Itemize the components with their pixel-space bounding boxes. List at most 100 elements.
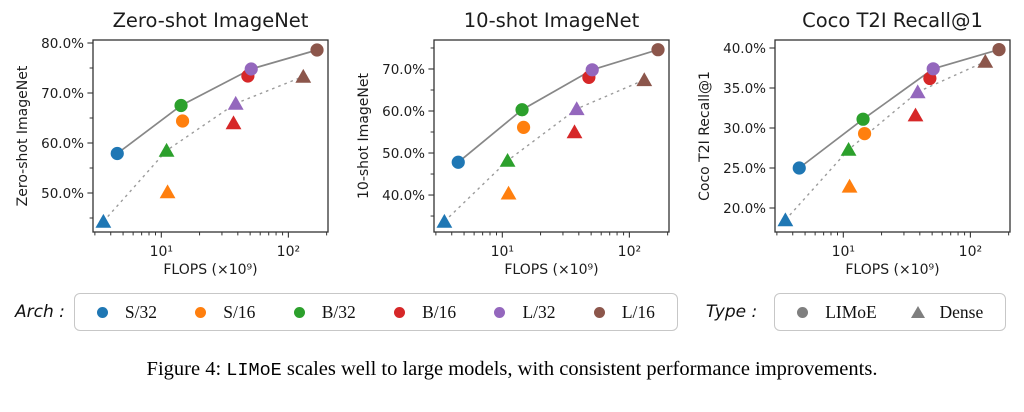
marker-limoe-l16	[992, 43, 1006, 57]
arch-legend-item-s32: S/32	[96, 302, 157, 323]
chart-canvas: 10¹ 10² 20.0% 25.0% 30.0% 35.0% 40.0% Coco T2I …	[697, 9, 1011, 278]
x-axis-label: FLOPS (×10⁹)	[845, 262, 939, 278]
chart-title: 10-shot ImageNet	[464, 9, 640, 32]
arch-legend-item-label: L/16	[621, 301, 655, 322]
y-tick-label: 50.0%	[382, 146, 425, 162]
y-axis-label: 10-shot ImageNet	[356, 73, 372, 199]
arch-legend-item-l32: L/32	[494, 301, 556, 323]
marker-dense-l32	[568, 101, 585, 116]
arch-legend-item-label: S/16	[223, 301, 256, 322]
caption-prefix: Figure 4:	[146, 358, 227, 380]
marker-limoe-s16	[857, 127, 872, 141]
arch-legend-label: Arch :	[15, 302, 65, 322]
marker-limoe-s16	[175, 114, 190, 128]
y-tick-label: 60.0%	[41, 136, 84, 152]
arch-legend-item-s16: S/16	[195, 302, 255, 323]
arch-legend-item-l16: L/16	[593, 301, 655, 323]
caption-model-name: LIMoE	[226, 360, 282, 381]
arch-legend-item-label: L/32	[522, 301, 556, 322]
arch-dot-icon	[96, 306, 108, 318]
y-tick-label: 70.0%	[382, 62, 425, 78]
x-tick-label: 10²	[959, 244, 982, 260]
chart-coco-t2i-recall: 10¹ 10² 20.0% 25.0% 30.0% 35.0% 40.0% Coco T2I …	[682, 0, 1024, 284]
arch-legend-item-label: B/32	[321, 301, 356, 322]
x-tick-label: 10¹	[832, 244, 855, 260]
line-limoe	[798, 48, 1000, 169]
y-tick-label: 50.0%	[41, 186, 84, 202]
x-tick-label: 10¹	[150, 244, 173, 260]
marker-limoe-s32	[792, 161, 806, 175]
marker-dense-s16	[841, 178, 858, 193]
arch-legend-item-label: B/16	[422, 301, 457, 322]
type-legend: Type : LIMoE Dense	[705, 293, 1007, 331]
y-tick-label: 35.0%	[723, 81, 766, 97]
y-tick-label: 70.0%	[41, 86, 84, 102]
arch-dot-icon	[494, 306, 506, 318]
marker-limoe-l32	[585, 63, 599, 77]
arch-dot-icon	[195, 306, 207, 318]
marker-limoe-l16	[310, 43, 324, 57]
y-tick-label: 60.0%	[382, 104, 425, 120]
line-dense	[102, 75, 304, 222]
arch-dot-icon	[593, 306, 605, 318]
arch-legend-item-b16: B/16	[394, 302, 456, 323]
legend-row: Arch : S/32 S/16 B/32 B/16 L/32 L/16 Type : L…	[0, 292, 1024, 332]
y-axis-label: Coco T2I Recall@1	[697, 71, 713, 201]
x-axis-label: FLOPS (×10⁹)	[163, 262, 257, 278]
x-axis-label: FLOPS (×10⁹)	[504, 262, 598, 278]
marker-limoe-b32	[856, 112, 870, 126]
plot-frame	[433, 39, 670, 233]
marker-dense-s32	[777, 212, 794, 227]
marker-dense-l16	[977, 54, 994, 68]
marker-limoe-l32	[244, 62, 258, 76]
y-tick-label: 40.0%	[382, 188, 425, 204]
marker-limoe-s32	[451, 155, 465, 169]
marker-dense-l32	[909, 84, 926, 99]
dense-triangle-icon	[910, 306, 925, 318]
type-legend-item-dense: Dense	[910, 301, 984, 323]
type-legend-box: LIMoE Dense	[774, 293, 1007, 331]
type-legend-item-label: Dense	[939, 301, 984, 322]
marker-dense-b16	[907, 107, 924, 122]
arch-legend: Arch : S/32 S/16 B/32 B/16 L/32 L/16	[15, 293, 678, 331]
marker-dense-b32	[158, 142, 175, 157]
y-tick-label: 30.0%	[723, 121, 766, 137]
marker-limoe-s32	[110, 146, 124, 161]
y-axis-label: Zero-shot ImageNet	[15, 65, 31, 206]
chart-10-shot-imagenet: 10¹ 10² 40.0% 50.0% 60.0% 70.0% 10-shot ImageN…	[341, 0, 682, 284]
x-tick-label: 10²	[277, 244, 300, 260]
chart-canvas: 10¹ 10² 50.0% 60.0% 70.0% 80.0% Zero-shot Imag…	[15, 9, 329, 278]
arch-dot-icon	[394, 306, 406, 318]
type-legend-label: Type :	[705, 302, 758, 322]
marker-limoe-l16	[651, 43, 665, 57]
chart-zero-shot-imagenet: 10¹ 10² 50.0% 60.0% 70.0% 80.0% Zero-shot Imag…	[0, 0, 341, 284]
marker-dense-l32	[227, 95, 244, 110]
line-dense	[443, 79, 645, 223]
limoe-circle-icon	[797, 306, 809, 318]
marker-limoe-b32	[515, 103, 529, 117]
marker-dense-b32	[499, 152, 516, 167]
chart-canvas: 10¹ 10² 40.0% 50.0% 60.0% 70.0% 10-shot ImageN…	[356, 9, 670, 278]
line-limoe	[116, 49, 318, 155]
arch-legend-box: S/32 S/16 B/32 B/16 L/32 L/16	[73, 293, 678, 331]
line-dense	[784, 60, 986, 221]
marker-limoe-l32	[926, 62, 940, 76]
plot-frame	[774, 39, 1011, 233]
marker-dense-b16	[566, 124, 583, 139]
marker-dense-b32	[840, 142, 857, 156]
chart-title: Zero-shot ImageNet	[113, 9, 309, 32]
marker-dense-s32	[95, 213, 112, 228]
marker-dense-l16	[295, 68, 312, 83]
marker-limoe-b32	[174, 98, 188, 113]
marker-dense-l16	[636, 72, 653, 87]
y-tick-label: 20.0%	[723, 201, 766, 217]
arch-dot-icon	[293, 306, 305, 318]
y-tick-label: 25.0%	[723, 161, 766, 177]
marker-dense-s16	[159, 184, 176, 199]
figure-caption: Figure 4: LIMoE scales well to large mod…	[0, 358, 1024, 381]
y-tick-label: 40.0%	[723, 41, 766, 57]
type-legend-item-limoe: LIMoE	[797, 302, 877, 323]
chart-title: Coco T2I Recall@1	[802, 9, 983, 32]
plot-frame	[92, 39, 329, 233]
